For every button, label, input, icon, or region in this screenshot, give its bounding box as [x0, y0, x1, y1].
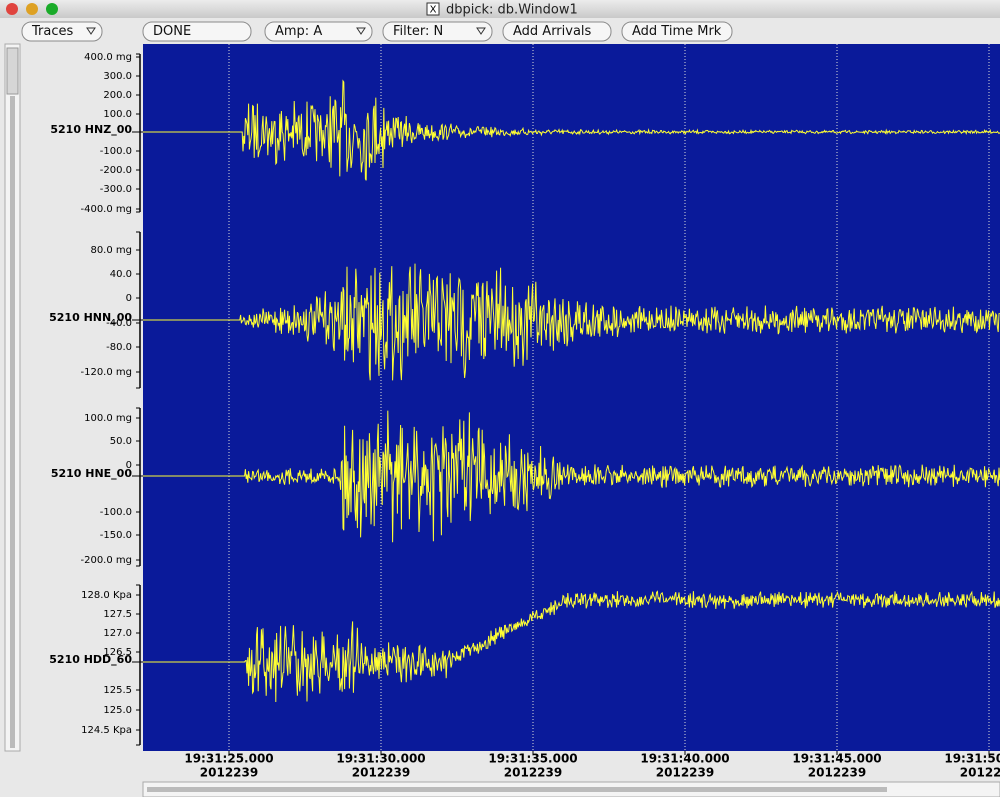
date-label: 2012239 — [504, 766, 562, 780]
minimize-button[interactable] — [26, 3, 38, 15]
amp-tick-label: 127.5 — [103, 609, 132, 620]
waveform — [143, 410, 1000, 543]
amp-tick-label: 200.0 — [103, 90, 132, 101]
amp-tick-label: 400.0 mg — [84, 52, 132, 63]
toolbar-button[interactable] — [264, 21, 373, 42]
date-label: 2012239 — [352, 766, 410, 780]
amp-tick-label: 100.0 — [103, 109, 132, 120]
amp-tick-label: -80.0 — [106, 342, 132, 353]
x11-icon — [426, 2, 440, 16]
button-label: Add Arrivals — [513, 24, 592, 39]
close-button[interactable] — [6, 3, 18, 15]
amp-tick-label: -200.0 mg — [80, 555, 132, 566]
trace-canvas — [143, 44, 1000, 751]
time-label: 19:31:50.000 — [944, 752, 1000, 766]
date-label: 2012239 — [960, 766, 1000, 780]
amp-tick-label: 50.0 — [110, 436, 132, 447]
title-bar — [0, 0, 1000, 18]
scroll-arrows[interactable] — [6, 47, 19, 95]
amp-tick-label: -100.0 — [100, 146, 132, 157]
toolbar-button[interactable] — [621, 21, 733, 42]
toolbar-button[interactable] — [142, 21, 252, 42]
amp-tick-label: 0 — [126, 460, 132, 471]
window-title: dbpick: db.Window1 — [446, 3, 578, 18]
button-label: Traces — [31, 24, 73, 39]
amp-tick-label: -100.0 — [100, 507, 132, 518]
date-label: 2012239 — [656, 766, 714, 780]
amp-tick-label: 0 — [126, 293, 132, 304]
amp-tick-label: -150.0 — [100, 530, 132, 541]
amp-tick-label: 100.0 mg — [84, 413, 132, 424]
amp-tick-label: -120.0 mg — [80, 367, 132, 378]
button-label: Add Time Mrk — [632, 24, 722, 39]
trace-label: 5210 HNE_00 — [51, 467, 133, 480]
time-label: 19:31:40.000 — [640, 752, 729, 766]
scroll-thumb[interactable] — [10, 96, 15, 748]
trace-label: 5210 HDD_60 — [49, 653, 132, 666]
amp-tick-label: -300.0 — [100, 184, 132, 195]
dropdown-arrow — [476, 27, 486, 35]
button-label: Filter: N — [393, 24, 443, 39]
amp-tick-label: 124.5 Kpa — [81, 725, 132, 736]
waveform — [143, 263, 1000, 381]
trace-label: 5210 HNN_00 — [49, 311, 132, 324]
amp-tick-label: 127.0 — [103, 628, 132, 639]
dropdown-arrow — [356, 27, 366, 35]
amp-tick-label: 125.5 — [103, 685, 132, 696]
dropdown-arrow — [86, 27, 96, 35]
zoom-button[interactable] — [46, 3, 58, 15]
button-label: DONE — [153, 24, 191, 39]
time-label: 19:31:25.000 — [184, 752, 273, 766]
amp-tick-label: -400.0 mg — [80, 204, 132, 215]
toolbar-button[interactable] — [21, 21, 103, 42]
amp-tick-label: 125.0 — [103, 705, 132, 716]
waveform — [143, 590, 1000, 703]
toolbar-button[interactable] — [382, 21, 493, 42]
time-label: 19:31:45.000 — [792, 752, 881, 766]
time-label: 19:31:30.000 — [336, 752, 425, 766]
amp-tick-label: 126.5 — [103, 647, 132, 658]
trace-label: 5210 HNZ_00 — [50, 123, 132, 136]
amp-tick-label: 128.0 Kpa — [81, 590, 132, 601]
amp-tick-label: -200.0 — [100, 165, 132, 176]
amp-tick-label: 40.0 — [110, 269, 132, 280]
waveform — [143, 79, 1000, 181]
toolbar-button[interactable] — [502, 21, 612, 42]
h-scroll-thumb[interactable] — [147, 787, 887, 792]
amp-tick-label: 80.0 mg — [90, 245, 132, 256]
x11-icon-glyph: X — [430, 5, 437, 16]
amp-tick-label: -40.0 — [106, 318, 132, 329]
button-label: Amp: A — [275, 24, 322, 39]
date-label: 2012239 — [200, 766, 258, 780]
time-label: 19:31:35.000 — [488, 752, 577, 766]
date-label: 2012239 — [808, 766, 866, 780]
amp-tick-label: 300.0 — [103, 71, 132, 82]
